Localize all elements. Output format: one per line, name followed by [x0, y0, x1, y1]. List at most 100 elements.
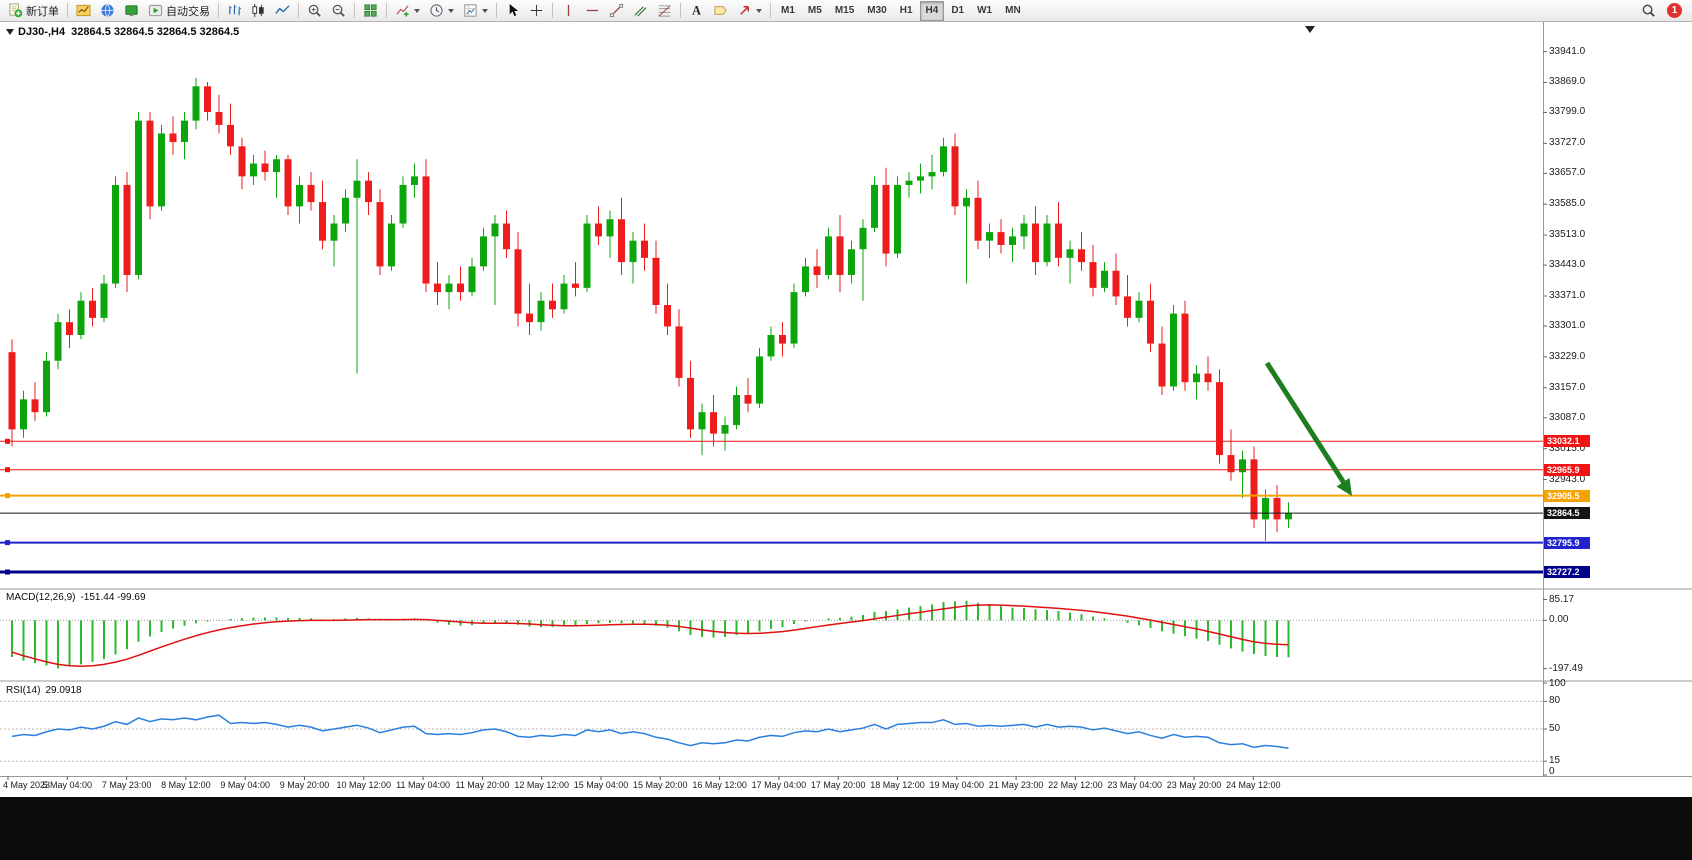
line-anchor-handle[interactable]	[5, 438, 10, 444]
candle-body	[940, 146, 947, 173]
candle-body	[353, 180, 361, 198]
autotrade-button[interactable]: 自动交易	[144, 1, 214, 21]
candle-body	[296, 184, 303, 207]
timeframe-d1-button[interactable]: D1	[945, 1, 970, 21]
candle-body	[1112, 270, 1120, 297]
candle-body	[1135, 300, 1143, 318]
candle-body	[606, 219, 614, 237]
candle-body	[514, 249, 522, 314]
timeframe-mn-button[interactable]: MN	[999, 1, 1027, 21]
magnifier-minus-icon	[331, 3, 346, 18]
candle-body	[813, 266, 821, 275]
candle-body	[192, 86, 200, 121]
diagonal-line-icon	[609, 3, 624, 18]
candle-body	[721, 425, 729, 434]
dropdown-caret-icon	[448, 8, 454, 13]
chart-shift-marker[interactable]	[1305, 26, 1315, 33]
zoom-out-button[interactable]	[327, 1, 350, 21]
new-order-icon	[8, 3, 23, 18]
candle-body	[974, 197, 982, 241]
candle-body	[1262, 497, 1269, 520]
candle-body	[8, 352, 16, 430]
periods-button[interactable]	[425, 1, 458, 21]
line-chart-button[interactable]	[271, 1, 294, 21]
cursor-tool-button[interactable]	[501, 1, 524, 21]
candle-body	[388, 223, 395, 267]
candle-body	[491, 223, 499, 237]
timeframe-h1-button[interactable]: H1	[894, 1, 919, 21]
candle-body	[204, 86, 211, 113]
tile-windows-button[interactable]	[359, 1, 382, 21]
fibo-grid-icon	[657, 3, 672, 18]
candle-body	[779, 335, 786, 344]
search-button[interactable]	[1637, 1, 1660, 21]
community-button[interactable]	[96, 1, 119, 21]
toolbar-separator	[552, 3, 553, 18]
candle-body	[1032, 223, 1039, 263]
trendline-tool-button[interactable]	[605, 1, 628, 21]
timeframe-m1-button[interactable]: M1	[775, 1, 801, 21]
timeframe-m5-button[interactable]: M5	[802, 1, 828, 21]
arrows-tool-button[interactable]	[733, 1, 766, 21]
toolbar-separator	[354, 3, 355, 18]
candle-body	[434, 283, 441, 293]
fibonacci-tool-button[interactable]	[653, 1, 676, 21]
candle-body	[468, 266, 476, 293]
indicators-button[interactable]	[391, 1, 424, 21]
candle-body	[43, 360, 50, 413]
dropdown-caret-icon	[756, 8, 762, 13]
candle-body	[583, 223, 591, 288]
pointer-icon	[505, 3, 520, 18]
vertical-line-tool-button[interactable]	[557, 1, 580, 21]
candle-body	[1227, 455, 1235, 473]
candle-body	[687, 377, 694, 430]
new-order-button[interactable]: 新订单	[4, 1, 63, 21]
timeframe-h4-button[interactable]: H4	[919, 0, 945, 21]
text-tool-button[interactable]: A	[685, 1, 708, 21]
time-axis[interactable]	[0, 776, 1543, 797]
templates-button[interactable]	[459, 1, 492, 21]
line-anchor-handle[interactable]	[5, 467, 10, 473]
toolbar: 新订单 自动交易	[0, 0, 1692, 22]
candle-body	[227, 124, 234, 147]
label-tool-button[interactable]	[709, 1, 732, 21]
chart-plot[interactable]	[0, 22, 1692, 797]
line-anchor-handle[interactable]	[5, 540, 10, 546]
candle-body	[169, 133, 177, 143]
trend-arrow-head[interactable]	[1336, 478, 1353, 496]
notification-badge[interactable]: 1	[1667, 3, 1682, 18]
grid-icon	[363, 3, 378, 18]
candle-body	[905, 180, 913, 185]
channel-tool-button[interactable]	[629, 1, 652, 21]
line-anchor-handle[interactable]	[5, 569, 10, 575]
timeframe-w1-button[interactable]: W1	[971, 1, 998, 21]
toolbar-separator	[67, 3, 68, 18]
candlestick-chart-button[interactable]	[247, 1, 270, 21]
candle-body	[1089, 262, 1097, 288]
trend-arrow[interactable]	[1264, 361, 1347, 485]
candle-body	[894, 184, 901, 254]
horizontal-line-tool-button[interactable]	[581, 1, 604, 21]
parallel-lines-icon	[633, 3, 648, 18]
price-axis[interactable]	[1543, 22, 1692, 777]
new-chart-button[interactable]	[72, 1, 95, 21]
candle-body	[1204, 373, 1212, 383]
candle-body	[1124, 296, 1131, 318]
macd-signal-line	[11, 604, 1289, 668]
terminal-button[interactable]	[120, 1, 143, 21]
crosshair-tool-button[interactable]	[525, 1, 548, 21]
candle-body	[1009, 236, 1016, 245]
timeframe-m30-button[interactable]: M30	[861, 1, 892, 21]
candle-body	[181, 120, 188, 143]
candle-body	[951, 146, 959, 207]
zoom-in-button[interactable]	[303, 1, 326, 21]
candle-body	[158, 133, 165, 207]
candle-body	[928, 172, 936, 177]
timeframe-m15-button[interactable]: M15	[829, 1, 860, 21]
line-anchor-handle[interactable]	[5, 493, 10, 499]
candle-body	[66, 322, 73, 336]
candle-body	[767, 335, 775, 357]
arrow-icon	[737, 3, 752, 18]
bars-chart-button[interactable]	[223, 1, 246, 21]
